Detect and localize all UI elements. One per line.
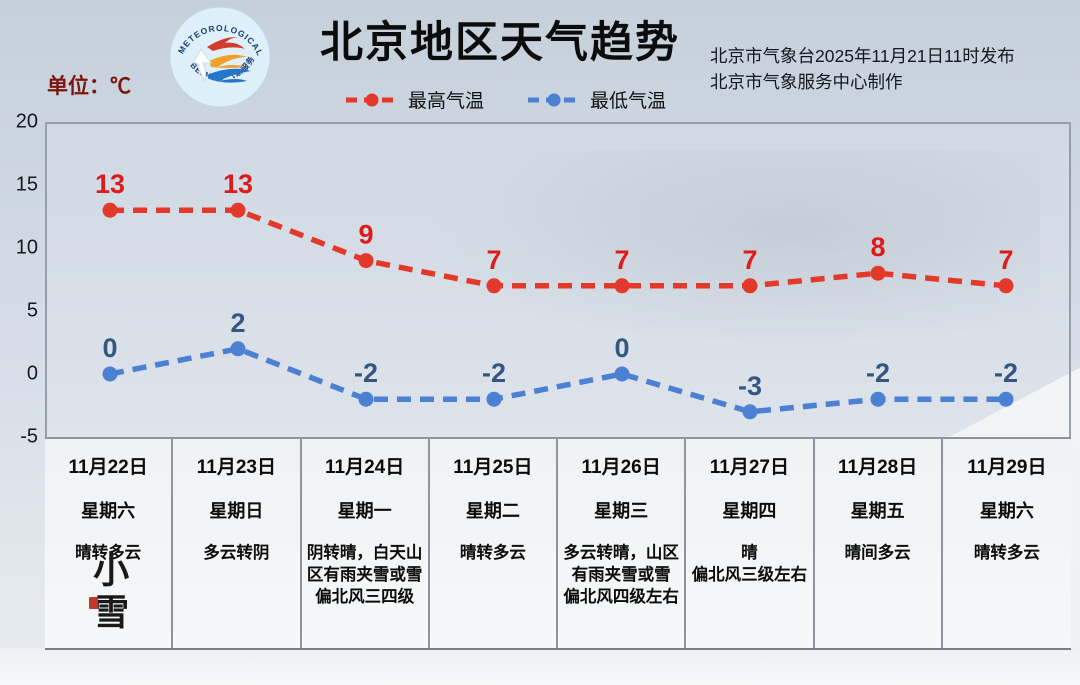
data-label: 9 <box>358 220 373 250</box>
data-label: -2 <box>866 358 890 388</box>
data-point <box>614 366 630 382</box>
cloud-texture <box>420 150 1040 350</box>
data-label: 13 <box>223 169 253 199</box>
forecast-weather: 晴间多云 <box>844 544 911 562</box>
low-temp-line-sample <box>528 93 580 106</box>
data-label: -2 <box>354 358 378 388</box>
data-point <box>870 265 886 281</box>
forecast-date: 11月24日 <box>325 457 405 478</box>
data-point <box>998 391 1014 407</box>
forecast-column-8: 11月29日 星期六 晴转多云 <box>943 439 1071 648</box>
unit-label: 单位：℃ <box>47 75 131 98</box>
forecast-date: 11月22日 <box>68 457 148 478</box>
data-point <box>870 391 886 407</box>
forecast-date: 11月28日 <box>838 457 918 478</box>
data-label: 7 <box>614 245 629 275</box>
data-point <box>742 278 758 294</box>
forecast-weather: 晴转多云 <box>75 544 142 562</box>
forecast-date: 11月27日 <box>709 457 789 478</box>
y-axis-tick: 20 <box>15 110 38 133</box>
forecast-column-2: 11月23日 星期日 多云转阴 <box>173 439 302 648</box>
logo-red-swoosh <box>207 37 245 51</box>
forecast-table: 11月22日 星期六 晴转多云 小雪 11月23日 星期日 多云转阴 11月24… <box>45 437 1071 650</box>
data-point <box>102 366 118 382</box>
forecast-weekday: 星期二 <box>465 501 520 521</box>
forecast-date: 11月26日 <box>581 457 661 478</box>
forecast-weekday: 星期四 <box>722 501 777 521</box>
forecast-date: 11月29日 <box>967 457 1047 478</box>
forecast-weather: 晴 偏北风三级左右 <box>691 544 808 584</box>
high-temp-line-sample <box>345 93 398 106</box>
data-label: 0 <box>102 333 117 363</box>
forecast-column-1: 11月22日 星期六 晴转多云 小雪 <box>45 439 174 648</box>
data-label: -2 <box>994 358 1018 388</box>
logo-orange-swoosh <box>209 54 247 68</box>
calligraphy-seal <box>89 597 98 609</box>
data-label: -3 <box>738 371 762 401</box>
data-point <box>230 341 246 357</box>
forecast-weather: 晴转多云 <box>973 544 1040 562</box>
data-point <box>486 278 502 294</box>
data-label: 13 <box>95 169 125 199</box>
solar-term-calligraphy: 小雪 <box>87 551 130 635</box>
temperature-trend-chart: 13 13 9 7 7 7 8 7 0 2 -2 -2 0 -3 -2 -2 <box>95 169 1018 420</box>
data-point <box>358 391 374 407</box>
data-label: -2 <box>482 358 506 388</box>
forecast-weekday: 星期一 <box>337 501 392 521</box>
data-point <box>486 391 502 407</box>
data-label: 7 <box>742 245 757 275</box>
chart-legend: 最高气温 最低气温 <box>340 86 670 113</box>
data-point <box>742 404 758 420</box>
issue-info: 北京市气象台2025年11月21日11时发布 北京市气象服务中心制作 <box>710 43 1015 95</box>
legend-item-high-temp: 最高气温 <box>344 86 484 113</box>
data-point <box>102 202 118 218</box>
forecast-weather: 多云转阴 <box>203 544 270 562</box>
forecast-column-7: 11月28日 星期五 晴间多云 <box>815 439 943 648</box>
forecast-weekday: 星期六 <box>979 501 1034 521</box>
forecast-weather: 多云转晴，山区有雨夹雪或雪 偏北风四级左右 <box>563 544 679 606</box>
series-line-最低气温 <box>109 345 1006 415</box>
forecast-column-6: 11月27日 星期四 晴 偏北风三级左右 <box>686 439 815 648</box>
data-point <box>358 253 374 269</box>
logo-blue-swoosh <box>207 68 251 83</box>
issue-line-1: 北京市气象台2025年11月21日11时发布 <box>710 46 1015 66</box>
y-axis-tick: -5 <box>20 425 38 448</box>
page-title: 北京地区天气趋势 <box>320 19 680 67</box>
forecast-weather: 阴转晴，白天山区有雨夹雪或雪 偏北风三四级 <box>306 544 423 606</box>
forecast-weekday: 星期六 <box>81 501 136 521</box>
issue-line-2: 北京市气象服务中心制作 <box>710 72 903 92</box>
snow-ground-background <box>0 648 1080 685</box>
data-label: 8 <box>870 232 885 262</box>
forecast-column-4: 11月25日 星期二 晴转多云 <box>430 439 558 648</box>
legend-item-low-temp: 最低气温 <box>526 86 666 113</box>
forecast-weather: 晴转多云 <box>459 544 526 562</box>
data-point <box>998 278 1014 294</box>
data-point <box>230 202 246 218</box>
forecast-weekday: 星期日 <box>209 501 264 521</box>
data-point <box>614 278 630 294</box>
forecast-column-3: 11月24日 星期一 阴转晴，白天山区有雨夹雪或雪 偏北风三四级 <box>302 439 430 648</box>
beijing-meteorological-service-logo: METEOROLOGICAL SERVICE BEIJING 气象服务 <box>167 5 271 108</box>
forecast-date: 11月23日 <box>196 457 276 478</box>
legend-label-high-temp: 最高气温 <box>407 91 484 112</box>
data-label: 2 <box>230 308 245 338</box>
data-label: 7 <box>486 245 501 275</box>
y-axis-tick: 5 <box>26 299 38 322</box>
data-label: 0 <box>614 333 629 363</box>
y-axis-tick: 15 <box>15 173 38 196</box>
forecast-weekday: 星期五 <box>850 501 905 521</box>
y-axis-tick: 10 <box>15 236 38 259</box>
y-axis-tick: 0 <box>26 362 38 385</box>
logo-dove-shape <box>192 48 212 83</box>
data-label: 7 <box>998 245 1013 275</box>
forecast-column-5: 11月26日 星期三 多云转晴，山区有雨夹雪或雪 偏北风四级左右 <box>558 439 687 648</box>
series-line-最高气温 <box>110 207 1007 289</box>
legend-label-low-temp: 最低气温 <box>590 91 667 112</box>
forecast-weekday: 星期三 <box>594 501 649 521</box>
forecast-date: 11月25日 <box>453 457 533 478</box>
